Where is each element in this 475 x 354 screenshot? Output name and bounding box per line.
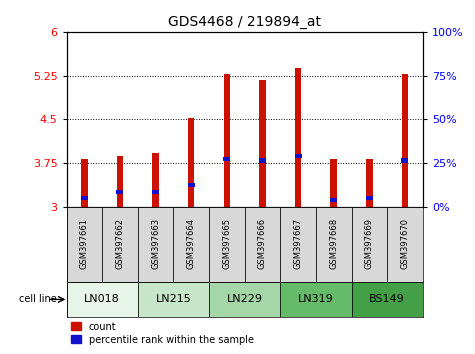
Text: cell line: cell line (19, 295, 63, 304)
Text: GSM397665: GSM397665 (222, 218, 231, 269)
Bar (102, 207, 138, 282)
Text: LN319: LN319 (298, 295, 334, 304)
Title: GDS4468 / 219894_at: GDS4468 / 219894_at (168, 16, 321, 29)
Text: GSM397662: GSM397662 (115, 218, 124, 269)
Bar (138, 282, 209, 317)
Bar (152, 190, 159, 194)
Bar (401, 159, 408, 162)
Text: LN229: LN229 (227, 295, 263, 304)
Bar (188, 118, 194, 207)
Bar (209, 282, 280, 317)
Bar (295, 68, 301, 207)
Bar (188, 183, 195, 187)
Bar (245, 207, 280, 282)
Bar (116, 190, 124, 194)
Bar (173, 207, 209, 282)
Bar (294, 154, 302, 158)
Bar (66, 282, 138, 317)
Text: GSM397668: GSM397668 (329, 218, 338, 269)
Bar (152, 153, 159, 207)
Text: GSM397669: GSM397669 (365, 218, 374, 269)
Bar (66, 207, 102, 282)
Legend: count, percentile rank within the sample: count, percentile rank within the sample (71, 322, 254, 345)
Bar (352, 207, 387, 282)
Text: GSM397666: GSM397666 (258, 218, 267, 269)
Text: GSM397670: GSM397670 (400, 218, 409, 269)
Text: GSM397663: GSM397663 (151, 218, 160, 269)
Bar (280, 282, 352, 317)
Text: GSM397661: GSM397661 (80, 218, 89, 269)
Bar (280, 207, 316, 282)
Text: LN215: LN215 (155, 295, 191, 304)
Bar (223, 157, 230, 161)
Bar (138, 207, 173, 282)
Bar (352, 282, 423, 317)
Bar (259, 159, 266, 162)
Bar (81, 196, 88, 200)
Bar (330, 198, 337, 202)
Text: BS149: BS149 (369, 295, 405, 304)
Bar (81, 159, 87, 207)
Text: LN018: LN018 (84, 295, 120, 304)
Bar (209, 207, 245, 282)
Bar (259, 80, 266, 207)
Bar (117, 155, 123, 207)
Bar (316, 207, 352, 282)
Bar (366, 159, 372, 207)
Bar (387, 207, 423, 282)
Bar (331, 159, 337, 207)
Text: GSM397667: GSM397667 (294, 218, 303, 269)
Text: GSM397664: GSM397664 (187, 218, 196, 269)
Bar (402, 74, 408, 207)
Bar (224, 74, 230, 207)
Bar (366, 196, 373, 200)
